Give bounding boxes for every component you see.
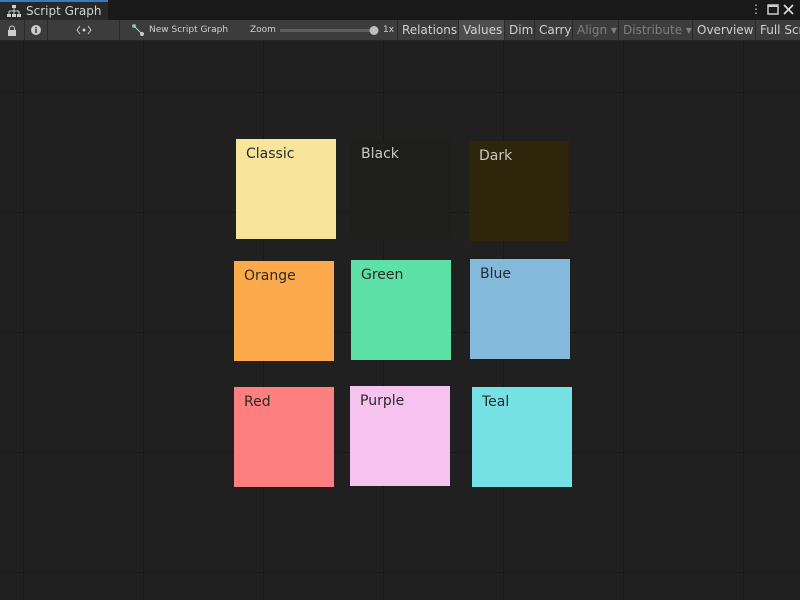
tab-bar: Script Graph ⋮ [0,0,800,20]
zoom-slider[interactable] [278,25,382,36]
sticky-note[interactable]: Orange [234,261,334,361]
lock-button[interactable] [7,25,17,36]
fullscreen-button[interactable]: Full Screen [755,20,800,40]
dim-button[interactable]: Dim [504,20,534,40]
graph-canvas[interactable]: Classic Black Dark Orange Green Blue Red… [0,41,800,600]
graph-icon [7,5,21,17]
sticky-note[interactable]: Dark [469,141,569,241]
note-title: Teal [482,394,510,410]
note-title: Dark [479,148,513,164]
note-title: Green [361,267,404,283]
note-title: Blue [480,266,511,282]
maximize-button[interactable] [767,4,779,15]
menu-button[interactable]: ⋮ [750,2,762,16]
distribute-dropdown[interactable]: Distribute ▾ [618,20,692,40]
zoom-value: 1x [383,25,395,35]
graph-asset-icon [132,24,144,36]
values-button[interactable]: Values [458,20,504,40]
relations-button[interactable]: Relations [397,20,458,40]
carry-button[interactable]: Carry [534,20,572,40]
note-title: Red [244,394,271,410]
info-button[interactable] [31,25,41,35]
sticky-note[interactable]: Purple [350,386,450,486]
close-button[interactable] [783,4,794,15]
sticky-note[interactable]: Black [351,139,451,239]
toolbar: New Script Graph Zoom 1x Relations Value… [0,20,800,41]
tab-title: Script Graph [26,4,102,18]
align-dropdown[interactable]: Align ▾ [572,20,618,40]
sticky-note[interactable]: Teal [472,387,572,487]
note-title: Black [361,146,399,162]
embed-button[interactable] [76,25,92,35]
sticky-note[interactable]: Blue [470,259,570,359]
align-label: Align [577,23,608,37]
sticky-note[interactable]: Red [234,387,334,487]
tab[interactable]: Script Graph [0,0,108,20]
sticky-note[interactable]: Green [351,260,451,360]
sticky-note[interactable]: Classic [236,139,336,239]
graph-name[interactable]: New Script Graph [149,25,229,35]
distribute-label: Distribute [623,23,683,37]
zoom-label: Zoom [250,25,276,35]
note-title: Purple [360,393,405,409]
note-title: Classic [246,146,295,162]
overview-button[interactable]: Overview [692,20,755,40]
note-title: Orange [244,268,296,284]
